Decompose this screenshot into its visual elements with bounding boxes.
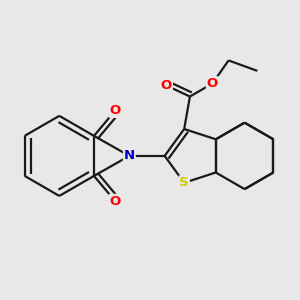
Text: O: O: [161, 79, 172, 92]
Text: S: S: [179, 176, 189, 189]
Text: O: O: [110, 195, 121, 208]
Text: O: O: [110, 104, 121, 117]
Text: N: N: [124, 149, 135, 162]
Text: O: O: [207, 77, 218, 90]
